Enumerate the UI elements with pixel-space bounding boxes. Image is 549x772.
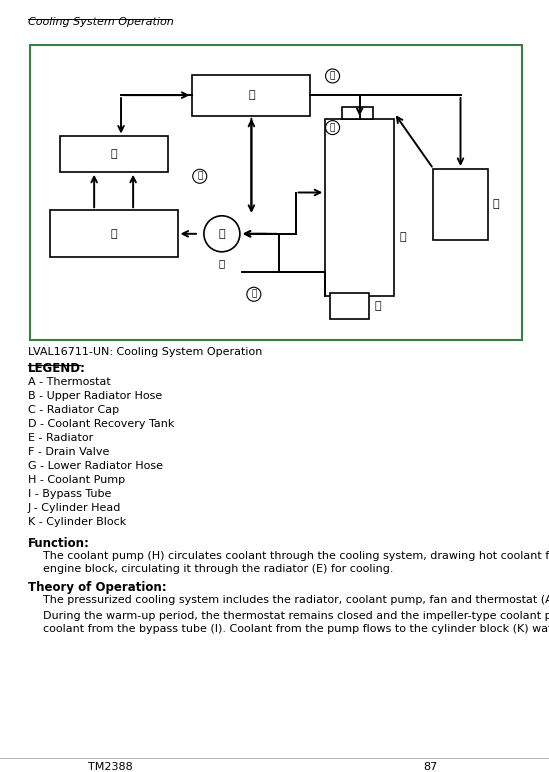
Text: coolant from the bypass tube (I). Coolant from the pump flows to the cylinder bl: coolant from the bypass tube (I). Coolan… [36, 624, 549, 634]
Circle shape [326, 120, 340, 134]
Text: Ⓒ: Ⓒ [330, 123, 335, 132]
Bar [30, 45, 522, 340]
Text: Ⓓ: Ⓓ [492, 199, 499, 209]
Circle shape [204, 216, 240, 252]
Circle shape [247, 287, 261, 301]
Text: I - Bypass Tube: I - Bypass Tube [28, 489, 111, 499]
Text: engine block, circulating it through the radiator (E) for cooling.: engine block, circulating it through the… [36, 564, 394, 574]
Text: J - Cylinder Head: J - Cylinder Head [28, 503, 121, 513]
Bar [325, 119, 394, 296]
Text: B - Upper Radiator Hose: B - Upper Radiator Hose [28, 391, 163, 401]
Text: Ⓚ: Ⓚ [110, 229, 117, 239]
Text: F - Drain Valve: F - Drain Valve [28, 447, 109, 457]
Text: Ⓐ: Ⓐ [248, 90, 255, 100]
Text: Cooling System Operation: Cooling System Operation [28, 17, 173, 27]
Text: Ⓑ: Ⓑ [330, 72, 335, 80]
Bar [434, 169, 488, 239]
Bar [192, 75, 310, 116]
Text: During the warm-up period, the thermostat remains closed and the impeller-type c: During the warm-up period, the thermosta… [36, 611, 549, 621]
Text: Ⓔ: Ⓔ [399, 232, 406, 242]
Bar [49, 210, 177, 257]
Text: A - Thermostat: A - Thermostat [28, 377, 111, 387]
Text: H - Coolant Pump: H - Coolant Pump [28, 475, 125, 485]
Text: K - Cylinder Block: K - Cylinder Block [28, 517, 126, 527]
Text: 87: 87 [423, 762, 437, 772]
Text: D - Coolant Recovery Tank: D - Coolant Recovery Tank [28, 419, 175, 429]
Text: LEGEND:: LEGEND: [28, 362, 86, 375]
Circle shape [326, 69, 340, 83]
Text: C - Radiator Cap: C - Radiator Cap [28, 405, 119, 415]
Bar [343, 107, 373, 119]
Text: Ⓙ: Ⓙ [110, 149, 117, 159]
Text: Ⓖ: Ⓖ [251, 290, 256, 299]
Bar [330, 293, 369, 320]
Text: The pressurized cooling system includes the radiator, coolant pump, fan and ther: The pressurized cooling system includes … [36, 595, 549, 605]
Text: TM2388: TM2388 [88, 762, 132, 772]
Text: Ⓗ: Ⓗ [219, 259, 225, 269]
Text: Ⓕ: Ⓕ [374, 301, 381, 311]
Text: Ⓘ: Ⓘ [197, 172, 203, 181]
Text: G - Lower Radiator Hose: G - Lower Radiator Hose [28, 461, 163, 471]
Text: Ⓗ: Ⓗ [219, 229, 225, 239]
Circle shape [193, 169, 207, 183]
Text: E - Radiator: E - Radiator [28, 433, 93, 443]
Text: Function:: Function: [28, 537, 90, 550]
Text: LVAL16711-UN: Cooling System Operation: LVAL16711-UN: Cooling System Operation [28, 347, 262, 357]
Bar [59, 137, 168, 172]
Text: The coolant pump (H) circulates coolant through the cooling system, drawing hot : The coolant pump (H) circulates coolant … [36, 551, 549, 561]
Text: Theory of Operation:: Theory of Operation: [28, 581, 167, 594]
